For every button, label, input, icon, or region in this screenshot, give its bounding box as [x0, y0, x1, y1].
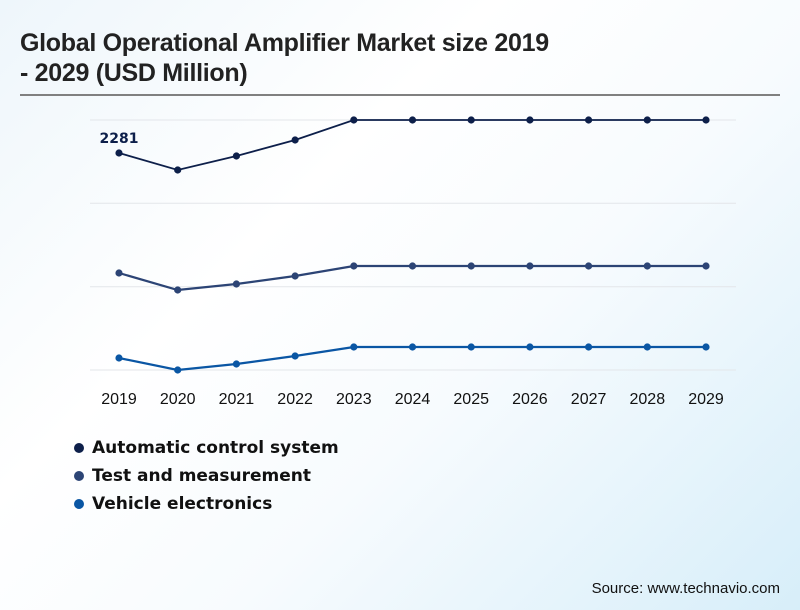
legend-item-test-and-measurement[interactable]: Test and measurement — [74, 462, 339, 490]
legend-marker-icon — [74, 443, 84, 453]
gridlines — [90, 119, 736, 371]
data-point[interactable] — [585, 116, 593, 124]
data-point[interactable] — [115, 149, 123, 157]
legend-label: Test and measurement — [92, 466, 312, 486]
data-point[interactable] — [526, 116, 534, 124]
x-tick-label: 2029 — [688, 391, 724, 408]
legend-item-vehicle-electronics[interactable]: Vehicle electronics — [74, 490, 339, 518]
data-point[interactable] — [291, 136, 299, 144]
data-point[interactable] — [174, 366, 182, 374]
source-credit: Source: www.technavio.com — [591, 580, 780, 597]
data-point[interactable] — [467, 116, 475, 124]
data-point[interactable] — [585, 343, 593, 351]
data-point[interactable] — [408, 343, 417, 351]
x-tick-label: 2019 — [101, 391, 137, 408]
data-point[interactable] — [115, 269, 123, 277]
data-point[interactable] — [585, 262, 593, 270]
data-point[interactable] — [232, 280, 240, 288]
x-tick-label: 2020 — [160, 391, 196, 408]
data-point[interactable] — [643, 262, 651, 270]
data-point[interactable] — [408, 116, 417, 124]
data-point[interactable] — [702, 116, 710, 124]
data-point[interactable] — [526, 343, 534, 351]
data-point[interactable] — [467, 262, 475, 270]
data-point[interactable] — [291, 352, 299, 360]
legend-item-automatic-control-system[interactable]: Automatic control system — [74, 434, 339, 462]
data-point[interactable] — [526, 262, 534, 270]
data-point[interactable] — [232, 152, 240, 160]
legend-marker-icon — [74, 499, 84, 509]
data-point[interactable] — [643, 116, 651, 124]
legend-label: Vehicle electronics — [92, 494, 273, 514]
x-tick-label: 2026 — [512, 391, 548, 408]
data-point[interactable] — [350, 116, 358, 124]
data-point[interactable] — [350, 343, 358, 351]
data-point[interactable] — [350, 262, 358, 270]
legend-label: Automatic control system — [92, 438, 339, 458]
x-axis-ticks: 2019 2020 2021 2022 2023 2024 2025 2026 2027 2028… — [101, 391, 724, 408]
data-point[interactable] — [467, 343, 475, 351]
series-group: 2281 — [100, 116, 710, 374]
x-tick-label: 2024 — [395, 391, 431, 408]
series-vehicle-electronics — [115, 343, 710, 374]
data-point[interactable] — [174, 286, 182, 294]
chart-title-line-1: Global Operational Amplifier Market size… — [20, 29, 549, 57]
data-point[interactable] — [174, 166, 182, 174]
x-tick-label: 2021 — [219, 391, 255, 408]
data-point[interactable] — [702, 343, 710, 351]
series-line — [118, 119, 706, 171]
data-point[interactable] — [702, 262, 710, 270]
x-tick-label: 2023 — [336, 391, 372, 408]
chart-title-line-2: - 2029 (USD Million) — [20, 59, 248, 87]
data-label: 2281 — [100, 131, 139, 147]
data-point[interactable] — [643, 343, 651, 351]
x-tick-label: 2025 — [453, 391, 489, 408]
x-tick-label: 2027 — [571, 391, 607, 408]
legend: Automatic control system Test and measur… — [74, 434, 339, 518]
x-tick-label: 2022 — [277, 391, 313, 408]
series-automatic-control-system: 2281 — [100, 116, 710, 174]
data-point[interactable] — [232, 360, 240, 368]
series-test-and-measurement — [115, 262, 710, 294]
title-divider — [20, 94, 780, 96]
data-point[interactable] — [291, 272, 299, 280]
x-tick-label: 2028 — [630, 391, 666, 408]
data-point[interactable] — [115, 354, 123, 362]
data-point[interactable] — [408, 262, 417, 270]
chart-title: Global Operational Amplifier Market size… — [20, 28, 720, 88]
legend-marker-icon — [74, 471, 84, 481]
